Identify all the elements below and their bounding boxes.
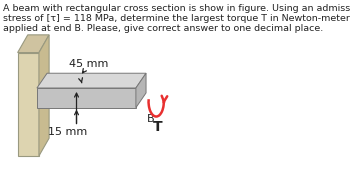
Text: A beam with rectangular cross section is show in figure. Using an admissible tor: A beam with rectangular cross section is… — [3, 4, 350, 13]
Polygon shape — [18, 53, 39, 156]
Text: stress of [τ] = 118 MPa, determine the largest torque T in Newton-meter (Nm) tha: stress of [τ] = 118 MPa, determine the l… — [3, 14, 350, 23]
Polygon shape — [136, 73, 146, 108]
Polygon shape — [18, 35, 49, 53]
Text: applied at end B. Please, give correct answer to one decimal place.: applied at end B. Please, give correct a… — [3, 24, 323, 33]
Polygon shape — [39, 35, 49, 156]
Polygon shape — [37, 73, 146, 88]
Text: 15 mm: 15 mm — [48, 127, 87, 137]
Text: B: B — [147, 114, 154, 124]
Text: 45 mm: 45 mm — [69, 59, 108, 70]
Polygon shape — [37, 88, 136, 108]
Text: T: T — [152, 121, 162, 134]
